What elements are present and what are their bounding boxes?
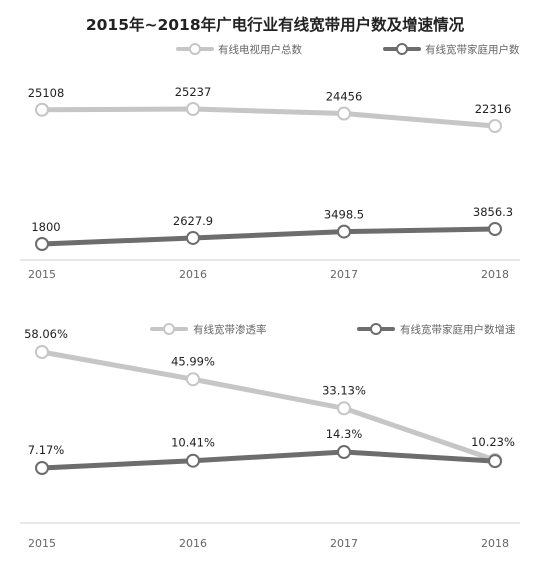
series-2: 7.17% 10.41% 14.3%	[28, 427, 502, 475]
legend-swatch-marker	[396, 43, 408, 55]
data-point	[35, 461, 49, 475]
series-1: 25108 25237 24456 22316	[28, 85, 512, 133]
data-point	[186, 230, 200, 245]
legend-label: 有线宽带家庭用户数增速	[400, 323, 516, 336]
legend-label: 有线宽带家庭用户数	[425, 43, 520, 56]
series-1: 58.06% 45.99% 33.13% 10.23%	[24, 327, 515, 467]
series-line	[39, 106, 498, 129]
data-label: 1800	[31, 220, 60, 234]
data-point	[35, 237, 49, 251]
data-point	[337, 401, 351, 416]
data-label: 25108	[28, 86, 65, 100]
data-label: 10.41%	[171, 436, 215, 450]
x-tick-label: 2017	[330, 537, 358, 550]
x-tick-label: 2015	[28, 537, 56, 550]
legend-item: 有线电视用户总数	[176, 43, 302, 56]
data-label: 2627.9	[173, 214, 213, 228]
data-point	[337, 224, 351, 239]
legend-item: 有线宽带家庭用户数增速	[357, 323, 516, 336]
series-line	[39, 349, 498, 463]
data-point	[186, 453, 200, 468]
data-label: 14.3%	[326, 427, 363, 441]
data-point	[186, 372, 200, 387]
x-tick-label: 2018	[481, 268, 509, 281]
data-label: 10.23%	[471, 435, 515, 449]
series-2: 1800 2627.9 3498.5 3856.3	[31, 205, 513, 251]
data-label: 58.06%	[24, 327, 68, 341]
data-label: 25237	[175, 85, 212, 99]
data-point	[186, 102, 200, 116]
data-label: 22316	[475, 102, 512, 116]
x-tick-label: 2015	[28, 268, 56, 281]
legend-swatch-marker	[189, 43, 201, 55]
data-point	[337, 445, 351, 459]
data-point	[488, 119, 502, 133]
data-label: 33.13%	[322, 383, 366, 397]
legend-swatch-marker	[370, 323, 382, 335]
legend-item: 有线宽带家庭用户数	[383, 43, 520, 56]
series-line	[39, 449, 498, 471]
data-label: 3856.3	[473, 205, 513, 219]
x-tick-label: 2017	[330, 268, 358, 281]
chart-title: 2015年~2018年广电行业有线宽带用户数及增速情况	[86, 15, 465, 34]
data-point	[337, 106, 351, 121]
data-label: 24456	[326, 90, 363, 104]
legend-swatch-marker	[163, 323, 175, 335]
data-point	[35, 102, 49, 117]
x-tick-label: 2016	[179, 268, 207, 281]
data-point	[488, 454, 502, 469]
x-tick-label: 2016	[179, 537, 207, 550]
data-point	[35, 345, 49, 359]
data-label: 7.17%	[28, 443, 65, 457]
data-point	[488, 222, 502, 236]
legend-label: 有线电视用户总数	[218, 43, 302, 56]
legend-item: 有线宽带渗透率	[150, 323, 267, 336]
data-label: 45.99%	[171, 354, 215, 368]
legend-label: 有线宽带渗透率	[193, 323, 267, 336]
x-tick-label: 2018	[481, 537, 509, 550]
data-label: 3498.5	[324, 208, 364, 222]
series-line	[39, 226, 498, 247]
